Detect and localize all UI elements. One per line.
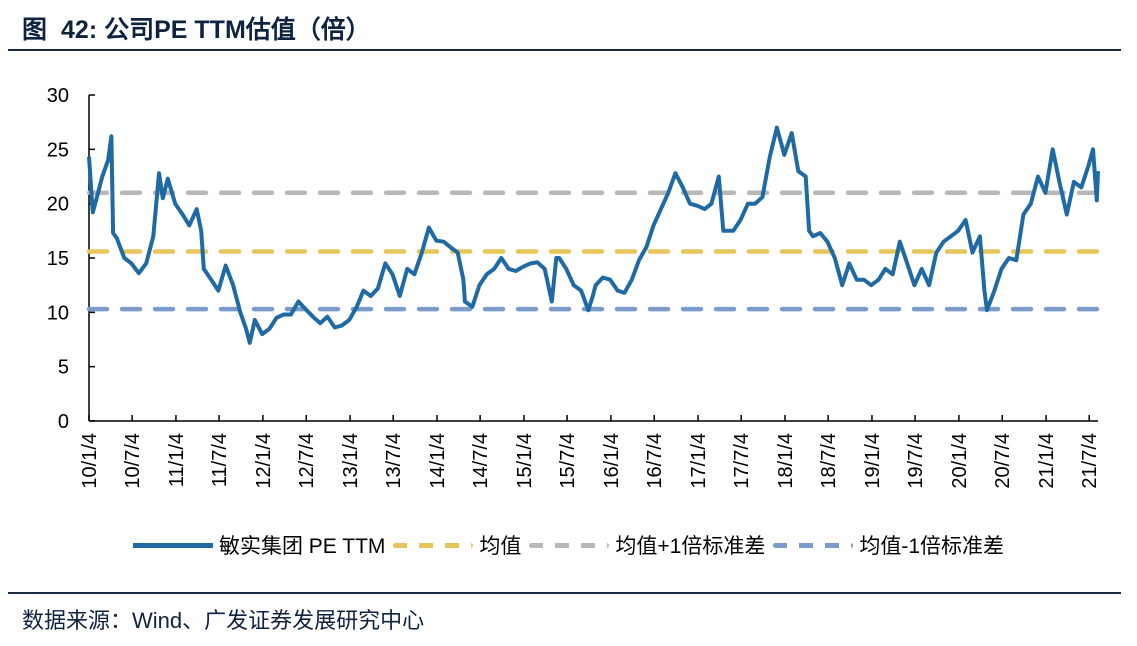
x-tick-label: 11/1/4 — [166, 433, 188, 487]
figure-prefix: 图 — [22, 16, 48, 44]
legend-item: 均值+1倍标准差 — [529, 530, 765, 560]
legend-label: 敏实集团 PE TTM — [218, 535, 386, 558]
x-tick-label: 16/7/4 — [644, 433, 666, 489]
y-tick-label: 25 — [47, 139, 69, 161]
x-tick-label: 17/7/4 — [731, 433, 753, 489]
legend-swatch — [132, 542, 213, 548]
legend: 敏实集团 PE TTM 均值 均值+1倍标准差 均值-1倍标准差 — [0, 530, 1137, 560]
legend-swatch — [773, 542, 854, 548]
x-tick-label: 21/7/4 — [1079, 433, 1101, 489]
x-tick-label: 18/1/4 — [775, 433, 797, 489]
top-divider — [8, 49, 1121, 51]
x-tick-label: 19/7/4 — [905, 433, 927, 489]
pe-ttm-line — [87, 125, 1100, 345]
x-tick-label: 12/7/4 — [296, 433, 318, 489]
y-tick-label: 15 — [47, 248, 69, 270]
legend-label: 均值-1倍标准差 — [859, 535, 1005, 558]
x-tick-label: 18/7/4 — [818, 433, 840, 489]
x-tick-label: 12/1/4 — [253, 433, 275, 489]
y-tick-label: 30 — [47, 85, 69, 107]
x-tick-label: 20/1/4 — [949, 433, 971, 489]
figure-number: 42: — [61, 16, 98, 44]
legend-label: 均值 — [479, 535, 522, 558]
figure-title: 图 42: 公司PE TTM估值（倍） — [22, 10, 371, 46]
pe-chart: 0 5 10 15 20 25 30 10/1/4 10/7/4 11/1/4 11/7/4 12/1… — [47, 85, 1101, 489]
x-tick-label: 20/7/4 — [992, 433, 1014, 489]
x-tick-label: 15/7/4 — [557, 433, 579, 489]
legend-item: 均值-1倍标准差 — [773, 530, 1004, 560]
bottom-divider — [8, 592, 1121, 594]
x-tick-label: 17/1/4 — [688, 433, 710, 489]
x-tick-label: 14/1/4 — [427, 433, 449, 489]
y-tick-label: 5 — [58, 357, 69, 379]
y-tick-label: 0 — [58, 411, 69, 433]
y-tick-label: 20 — [47, 194, 69, 216]
legend-item: 敏实集团 PE TTM — [132, 530, 386, 560]
figure-title-text: 公司PE TTM估值（倍） — [104, 16, 371, 44]
x-tick-label: 13/7/4 — [383, 433, 405, 489]
x-tick-label: 10/1/4 — [79, 433, 101, 489]
legend-item: 均值 — [393, 530, 521, 560]
x-tick-label: 19/1/4 — [862, 433, 884, 489]
legend-swatch — [393, 542, 474, 548]
y-tick-label: 10 — [47, 302, 69, 324]
source-note: 数据来源：Wind、广发证券发展研究中心 — [22, 608, 425, 633]
x-tick-label: 16/1/4 — [601, 433, 623, 489]
x-tick-label: 14/7/4 — [470, 433, 492, 489]
x-tick-label: 15/1/4 — [514, 433, 536, 489]
x-tick-label: 21/1/4 — [1036, 433, 1058, 489]
legend-label: 均值+1倍标准差 — [615, 535, 766, 558]
x-tick-label: 13/1/4 — [340, 433, 362, 489]
legend-swatch — [529, 542, 610, 548]
x-tick-label: 10/7/4 — [122, 433, 144, 489]
x-tick-label: 11/7/4 — [209, 433, 231, 487]
